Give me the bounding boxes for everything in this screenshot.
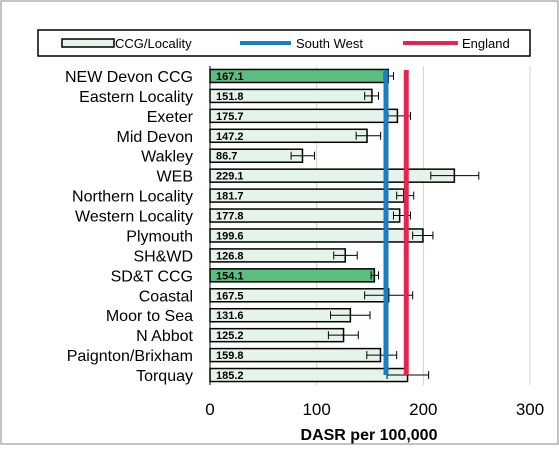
category-label: Plymouth [126,228,193,245]
bar-value-label: 125.2 [216,330,244,342]
legend-bar-swatch [61,38,115,48]
category-label: Torquay [136,368,193,385]
bar-value-label: 167.5 [216,290,244,302]
bar-value-label: 159.8 [216,350,244,362]
legend-south-west-label: South West [296,36,363,51]
bar-value-label: 229.1 [216,171,244,183]
x-tick-label: 100 [302,400,330,419]
category-label: Northern Locality [72,189,193,206]
category-label: NEW Devon CCG [65,69,193,86]
x-tick-label: 300 [516,400,544,419]
category-label: SD&T CCG [111,268,193,285]
category-label: SH&WD [133,248,193,265]
bar-value-label: 181.7 [216,191,244,203]
category-label: N Abbot [136,328,193,345]
category-label: Eastern Locality [79,89,193,106]
category-label: Wakley [141,149,193,166]
category-label: Coastal [139,288,193,305]
bar-value-label: 86.7 [216,151,237,163]
bar-value-label: 154.1 [216,270,244,282]
bar-value-label: 175.7 [216,111,244,123]
bar-value-label: 167.1 [216,71,244,83]
bar [209,168,456,183]
category-labels: NEW Devon CCG Eastern Locality Exeter Mid D… [65,69,194,385]
legend-bar-label: CCG/Locality [115,36,192,51]
category-label: Exeter [147,109,194,126]
bar-value-label: 151.8 [216,91,244,103]
legend-england-label: England [462,36,510,51]
bar-value-label: 147.2 [216,131,244,143]
x-tick-labels: 0 100 200 300 [205,400,544,419]
bar-value-label: 131.6 [216,310,244,322]
category-label: WEB [157,169,193,186]
bar-value-label: 199.6 [216,230,244,242]
bar-value-label: 185.2 [216,370,244,382]
bar-value-label: 126.8 [216,250,244,262]
x-tick-label: 0 [205,400,214,419]
bars: 167.1 151.8 175.7 147.2 86.7 229.1 181.7 177.8 1… [209,68,456,383]
category-label: Mid Devon [117,129,193,146]
reference-lines [383,70,409,375]
category-label: Moor to Sea [106,308,193,325]
x-tick-label: 200 [409,400,437,419]
category-label: Paignton/Brixham [67,348,193,365]
category-label: Western Locality [75,209,193,226]
bar-value-label: 177.8 [216,211,244,223]
x-axis-title: DASR per 100,000 [301,427,438,444]
legend: CCG/Locality South West England [37,29,531,57]
